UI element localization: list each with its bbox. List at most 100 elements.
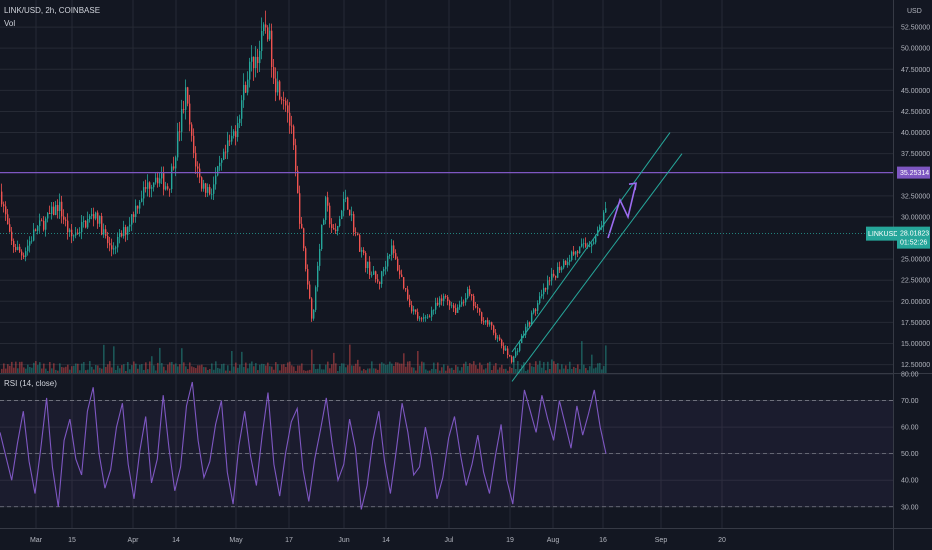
volume-bar <box>557 363 559 373</box>
candle-body <box>415 309 417 312</box>
volume-bar <box>459 370 461 373</box>
candle-body <box>545 288 547 290</box>
time-axis[interactable]: Mar 15 Apr 14 May 17 Jun 14 Jul 19 Aug 16 Sep 20 <box>30 537 726 544</box>
candle-body <box>269 30 271 40</box>
candle-body <box>349 209 351 216</box>
candle-body <box>45 218 47 230</box>
time-tick-label: Apr <box>128 537 140 544</box>
volume-bar <box>235 362 237 373</box>
candle-body <box>37 226 39 231</box>
candle-body <box>383 269 385 272</box>
candle-body <box>229 140 231 142</box>
volume-bar <box>561 364 563 373</box>
symbol-header[interactable]: LINK/USD, 2h, COINBASE <box>4 6 100 15</box>
channel-line[interactable] <box>511 153 683 382</box>
volume-bar <box>57 370 59 373</box>
candle-body <box>17 246 19 251</box>
volume-bar <box>305 370 307 373</box>
price-axis[interactable]: 52.50000 50.00000 47.50000 45.00000 42.50000… <box>866 25 930 512</box>
candle-body <box>517 350 519 352</box>
volume-bar <box>49 361 51 373</box>
volume-bar <box>155 370 157 373</box>
symbol-tag[interactable] <box>866 226 897 241</box>
candle-body <box>289 112 291 126</box>
candle-body <box>155 177 157 183</box>
volume-bar <box>549 368 551 373</box>
rsi-tick-label: 40.00 <box>901 478 919 485</box>
volume-bar <box>299 365 301 373</box>
candle-body <box>261 30 263 51</box>
volume-bar <box>433 362 435 373</box>
volume-bar <box>143 369 145 373</box>
candle-body <box>303 228 305 249</box>
candle-body <box>395 253 397 259</box>
candle-body <box>223 151 225 160</box>
volume-bar <box>255 363 257 373</box>
candle-body <box>23 255 25 258</box>
time-tick-label: Mar <box>30 537 43 544</box>
time-tick-label: Jun <box>338 537 349 544</box>
candle-body <box>255 56 257 69</box>
candle-body <box>159 178 161 184</box>
volume-bar <box>451 367 453 373</box>
projection-arrow[interactable] <box>607 182 637 239</box>
candle-body <box>551 273 553 281</box>
volume-bar <box>323 369 325 373</box>
candle-body <box>485 320 487 323</box>
volume-bar <box>249 363 251 373</box>
volume-bar <box>135 363 137 373</box>
candle-body <box>125 227 127 235</box>
volume-bar <box>317 368 319 373</box>
candle-body <box>239 118 241 124</box>
volume-bar <box>1 368 3 373</box>
candle-body <box>81 222 83 233</box>
candle-body <box>503 345 505 351</box>
candle-body <box>151 187 153 189</box>
volume-bar <box>383 363 385 373</box>
candle-body <box>213 184 215 194</box>
candle-body <box>555 275 557 278</box>
volume-bar <box>599 362 601 373</box>
candle-body <box>339 218 341 227</box>
volume-bar <box>523 362 525 373</box>
channel-line[interactable] <box>511 132 671 353</box>
rsi-line[interactable] <box>0 381 607 510</box>
volume-bar <box>37 365 39 373</box>
volume-bar <box>479 362 481 373</box>
volume-bar <box>511 367 513 373</box>
volume-bar <box>201 364 203 373</box>
volume-bar <box>583 364 585 373</box>
candle-body <box>483 321 485 323</box>
candle-body <box>109 243 111 246</box>
candle-body <box>475 306 477 308</box>
candle-body <box>323 219 325 225</box>
volume-bar <box>133 361 135 373</box>
candle-body <box>513 356 515 363</box>
volume-bar <box>437 362 439 373</box>
candle-body <box>243 84 245 101</box>
candle-body <box>211 193 213 195</box>
candle-body <box>403 277 405 289</box>
rsi-title[interactable]: RSI (14, close) <box>4 379 57 388</box>
candlesticks[interactable] <box>1 10 607 364</box>
volume-bar <box>313 363 315 373</box>
volume-bar <box>331 364 333 373</box>
volume-bar <box>293 366 295 373</box>
drawing-overlays[interactable] <box>0 132 893 382</box>
time-tick-label: 15 <box>68 537 76 544</box>
candle-body <box>387 255 389 267</box>
rsi-pane[interactable] <box>0 381 893 510</box>
volume-bar <box>465 361 467 373</box>
candle-body <box>297 170 299 194</box>
volume-bar <box>213 369 215 373</box>
candle-body <box>27 245 29 252</box>
time-tick-label: 19 <box>506 537 514 544</box>
volume-bar <box>145 362 147 373</box>
volume-bar <box>555 364 557 373</box>
volume-bar <box>493 365 495 373</box>
level-price-tag[interactable] <box>897 166 930 179</box>
last-price-tag[interactable] <box>897 226 930 249</box>
volume-bar <box>543 362 545 373</box>
candle-body <box>161 173 163 179</box>
